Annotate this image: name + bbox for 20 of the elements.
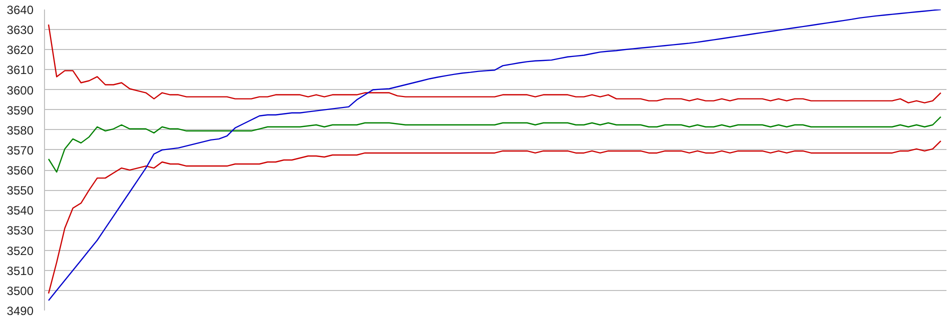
- y-tick-label: 3570: [6, 143, 34, 158]
- y-tick-label: 3590: [6, 103, 34, 118]
- y-tick-label: 3550: [6, 184, 34, 198]
- line-series: [48, 116, 942, 173]
- y-tick-label: 3620: [6, 43, 34, 58]
- y-tick-label: 3520: [6, 244, 34, 258]
- line-series: [48, 140, 942, 294]
- y-tick-label: 3580: [6, 123, 34, 138]
- y-tick-label: 3510: [6, 264, 34, 278]
- y-tick-label: 3610: [6, 63, 34, 78]
- y-tick-label: 3600: [6, 83, 34, 98]
- y-tick-label: 3560: [6, 164, 34, 178]
- y-tick-label: 3500: [6, 284, 34, 298]
- y-tick-label: 3530: [6, 224, 34, 238]
- y-tick-label: 3540: [6, 204, 34, 218]
- y-tick-label: 3490: [6, 304, 34, 318]
- line-series: [48, 24, 942, 104]
- y-tick-label: 3640: [6, 3, 34, 17]
- line-series: [48, 10, 942, 302]
- y-tick-label: 3630: [6, 23, 34, 38]
